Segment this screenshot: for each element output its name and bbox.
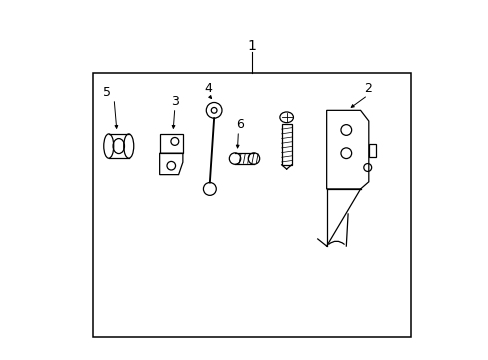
Text: 2: 2 [363, 82, 371, 95]
Bar [93, 73, 410, 337]
FancyArrowPatch shape [328, 241, 344, 244]
Text: 3: 3 [170, 95, 179, 108]
Text: 6: 6 [236, 118, 244, 131]
Text: 5: 5 [103, 86, 111, 99]
Text: 1: 1 [247, 39, 256, 53]
Text: 4: 4 [204, 82, 212, 95]
Bar [281, 124, 291, 165]
